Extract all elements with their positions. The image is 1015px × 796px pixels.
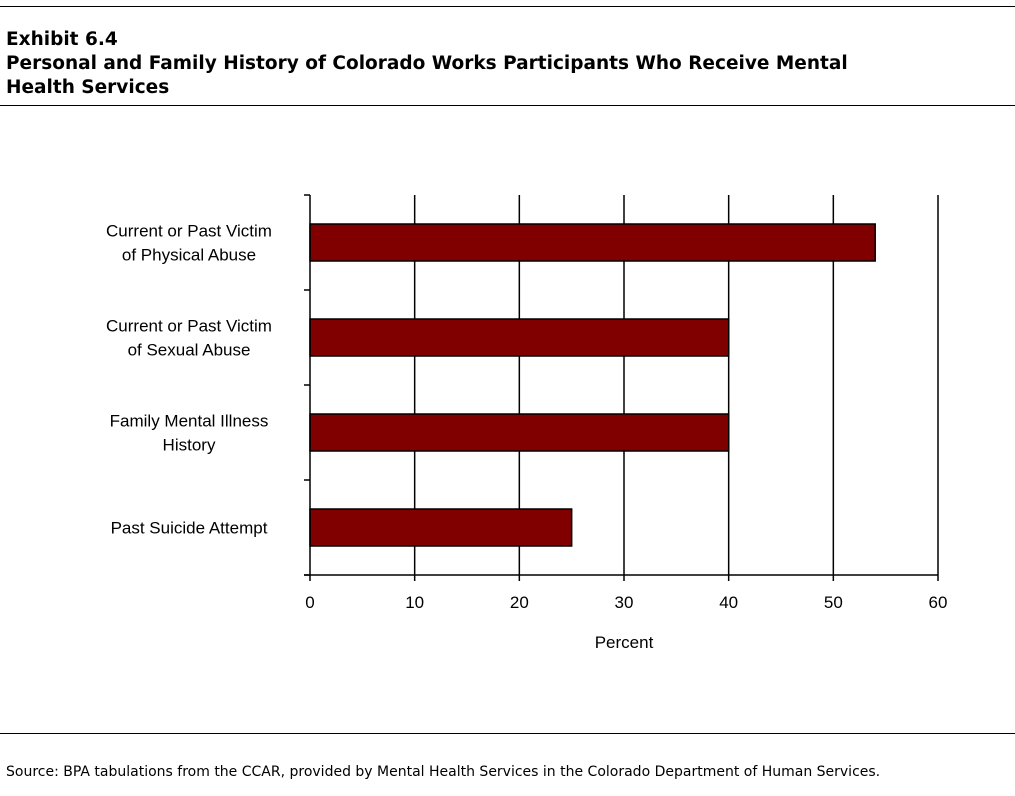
x-tick-label-0: 0 — [305, 593, 314, 612]
x-tick-label-20: 20 — [510, 593, 529, 612]
top-rule — [0, 6, 1015, 7]
x-tick-label-60: 60 — [929, 593, 948, 612]
bar-3 — [309, 508, 573, 547]
bar-1 — [309, 318, 730, 357]
bar-chart: 0 10 20 30 40 50 60 Current or Past Victim of P… — [106, 194, 947, 652]
bar-0 — [309, 223, 876, 262]
exhibit-title-line-2: Health Services — [6, 77, 170, 98]
x-axis-label: Percent — [595, 633, 654, 652]
category-label-3: Past Suicide Attempt — [111, 519, 268, 538]
bar-2 — [309, 413, 730, 452]
x-tick-label-30: 30 — [615, 593, 634, 612]
x-tick-labels: 0 10 20 30 40 50 60 — [305, 593, 947, 612]
y-category-labels: Current or Past Victim of Physical Abuse C… — [106, 222, 272, 538]
category-label-0: Current or Past Victim of Physical Abuse — [106, 222, 272, 265]
exhibit-header: Exhibit 6.4 Personal and Family History … — [6, 28, 1006, 100]
bars — [309, 223, 876, 547]
category-label-1: Current or Past Victim of Sexual Abuse — [106, 317, 272, 360]
footer-rule — [0, 733, 1015, 734]
x-tick-label-40: 40 — [719, 593, 738, 612]
category-label-2: Family Mental Illness History — [110, 412, 269, 455]
x-ticks — [304, 194, 939, 581]
header-rule — [0, 105, 1015, 106]
source-note: Source: BPA tabulations from the CCAR, p… — [6, 764, 881, 780]
exhibit-title-line-1: Personal and Family History of Colorado … — [6, 53, 848, 74]
exhibit-number: Exhibit 6.4 — [6, 29, 118, 50]
x-tick-label-10: 10 — [405, 593, 424, 612]
x-tick-label-50: 50 — [824, 593, 843, 612]
